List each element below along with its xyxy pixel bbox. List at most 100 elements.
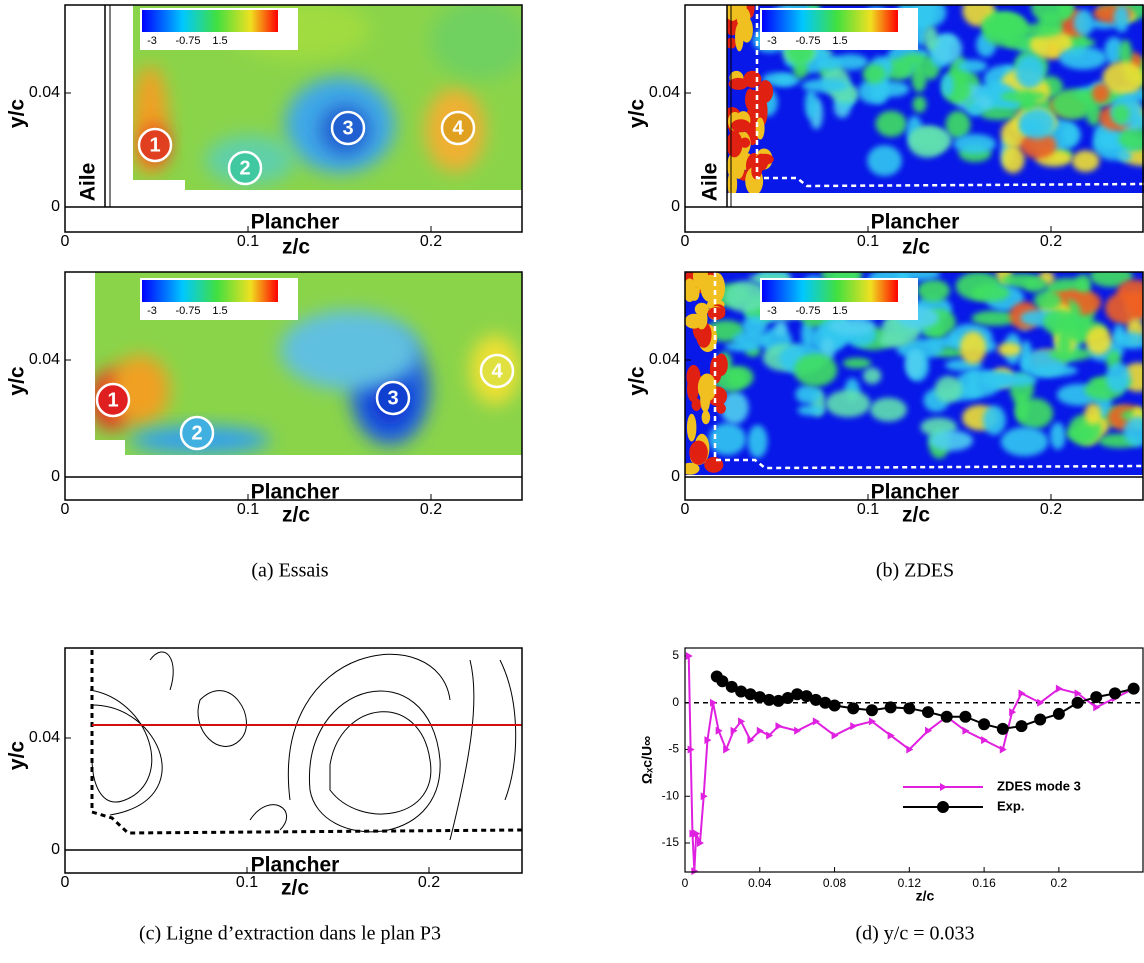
floor-label: Plancher [871, 211, 960, 234]
legend-marker [940, 783, 947, 791]
field-blob [862, 64, 886, 84]
region-marker [137, 127, 173, 163]
point [981, 736, 989, 745]
wall-label: Aile [699, 163, 722, 202]
x-tick-label: 0 [61, 233, 70, 250]
field-blob [686, 375, 699, 403]
x-tick-label: 0 [61, 501, 70, 518]
map-panel: Plancher Aile 0 0.04 0 0.1 0.2 y/c z/c -3 -0.75 1.5 [626, 4, 1144, 259]
point [800, 690, 813, 703]
point [828, 699, 841, 712]
region-marker [479, 353, 515, 389]
map-panel: Plancher Aile 0 0.04 0 0.1 0.2 y/c z/c -3 -0.75 1.5… [6, 4, 523, 259]
y-tick-label: 0 [671, 198, 680, 215]
point [766, 731, 774, 740]
point [735, 685, 748, 698]
field-blob [1033, 290, 1062, 311]
field-blob [732, 151, 745, 179]
contour-line [249, 804, 287, 831]
region-marker [440, 110, 476, 146]
field-blob [280, 310, 420, 390]
region-marker-label: 1 [149, 134, 160, 156]
point [704, 736, 712, 745]
point [847, 702, 860, 715]
x-tick-label: 0.2 [1040, 233, 1062, 250]
field-blob [1057, 5, 1074, 19]
field-blob [1058, 46, 1107, 70]
field-blob [1073, 9, 1095, 36]
x-tick-label: 0.2 [1040, 501, 1062, 518]
contour-line [499, 659, 517, 801]
x-axis-label: z/c [282, 504, 310, 527]
y-tick-label: 5 [672, 648, 679, 662]
point [738, 717, 746, 726]
field-blob [774, 74, 800, 87]
region-marker-label: 4 [452, 117, 464, 139]
field-blob [1042, 309, 1077, 336]
series-line [687, 655, 1135, 872]
field-blob [908, 125, 947, 158]
field-blob [1018, 108, 1056, 139]
point [753, 691, 766, 704]
colorbar [762, 10, 898, 32]
field-blob [1104, 36, 1124, 65]
point [887, 731, 895, 740]
x-tick-label: 0 [61, 874, 70, 891]
point [1074, 689, 1082, 698]
point [775, 722, 783, 731]
field-blob [957, 59, 988, 73]
field-blob [1117, 149, 1132, 162]
region-marker [330, 110, 366, 146]
x-axis-label: z/c [916, 888, 935, 904]
field-blob [747, 424, 768, 458]
region-marker-label: 1 [107, 389, 118, 411]
point [700, 792, 708, 801]
frame [64, 647, 523, 874]
floor-label: Plancher [251, 211, 340, 234]
field-blob [740, 17, 753, 43]
colorbar-tick: -3 [767, 305, 777, 317]
point [903, 702, 916, 715]
colorbar [142, 280, 278, 302]
point [747, 736, 755, 745]
legend-marker [937, 801, 949, 813]
map-panel: Plancher 0 0.04 0 0.1 0.2 y/c z/c -3 -0.75 1.5 1 2 3 4 [6, 271, 523, 527]
region-marker [375, 380, 411, 416]
point [693, 829, 701, 838]
field-blob [1084, 403, 1102, 425]
frame [64, 4, 523, 233]
region-marker-label: 4 [491, 360, 503, 382]
field-blob [685, 278, 697, 303]
x-tick-label: 0.16 [972, 876, 996, 890]
field-blob [801, 78, 849, 93]
field-blob [727, 170, 738, 193]
field-blob [828, 317, 876, 336]
color-field [685, 272, 1143, 475]
point [1052, 707, 1065, 720]
colorbar-tick: -3 [767, 35, 777, 47]
colorbar-tick: -0.75 [795, 305, 820, 317]
y-axis-label: Ωₓc/U∞ [639, 736, 655, 784]
field-blob [832, 54, 869, 71]
point [725, 680, 738, 693]
field-blob [793, 353, 838, 387]
y-axis-label: y/c [6, 366, 29, 396]
frame [64, 271, 523, 501]
notch [95, 440, 125, 455]
field-blob [945, 110, 971, 139]
field-blob [955, 369, 1002, 398]
field-blob [953, 133, 997, 154]
field-blob [1092, 83, 1110, 104]
region-marker-label: 3 [387, 387, 398, 409]
floor-label: Plancher [251, 854, 340, 877]
field-blob [1102, 61, 1144, 95]
x-axis-label: z/c [281, 877, 309, 900]
field-blob [875, 110, 907, 138]
field-blob [1071, 150, 1100, 172]
point [685, 651, 693, 660]
field-blob [739, 137, 751, 148]
floor-label: Plancher [251, 481, 340, 504]
field-blob [1014, 393, 1030, 421]
field-blob [923, 25, 939, 52]
line-chart: -15 -10 -5 0 5 0 0.04 0.08 0.12 0.16 0.2 z/c Ωₓc/U∞ Z… [639, 647, 1144, 904]
